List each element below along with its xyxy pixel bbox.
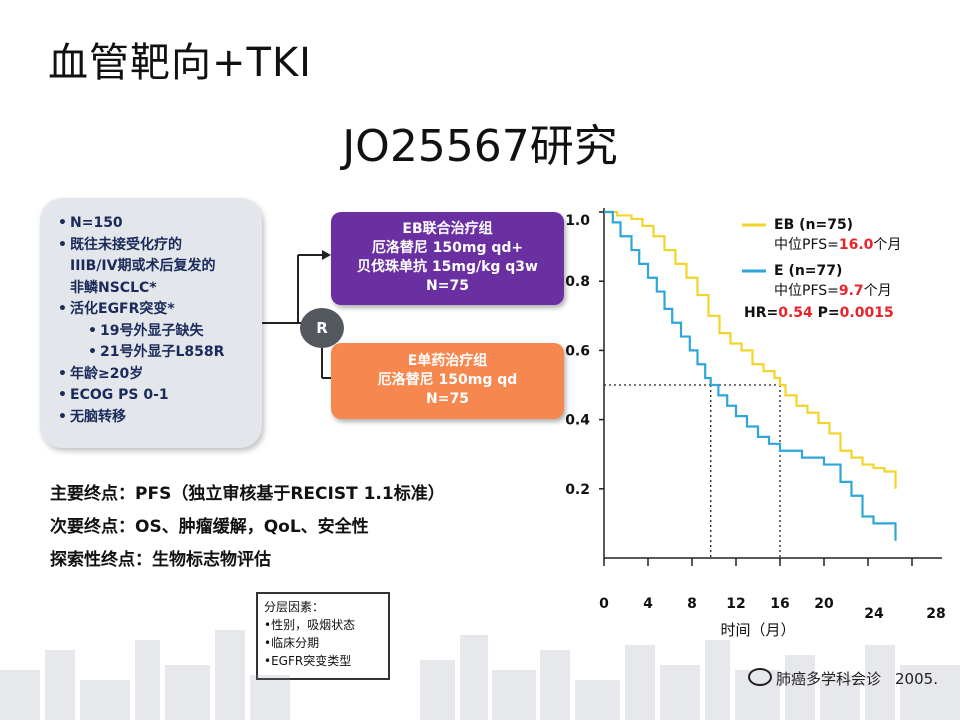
arm-eb-line: EB联合治疗组: [402, 221, 493, 237]
bullet-icon: •: [58, 387, 67, 403]
exploratory-endpoint: 探索性终点：生物标志物评估: [50, 550, 271, 570]
km-legend-part: HR=: [744, 305, 778, 321]
arm-e-line: 厄洛替尼 150mg qd: [377, 372, 518, 388]
km-y-tick-label: 0.6: [565, 343, 590, 359]
bullet-icon: •: [88, 344, 97, 360]
km-series-group: [604, 210, 897, 541]
primary-endpoint: 主要终点：PFS（独立审核基于RECIST 1.1标准）: [50, 484, 445, 504]
arm-eb-line: 贝伐珠单抗 15mg/kg q3w: [357, 259, 538, 275]
km-legend-part: 9.7: [839, 283, 864, 299]
arm-eb-line: N=75: [426, 278, 469, 294]
km-x-tick-label: 8: [687, 596, 697, 612]
criteria-text: N=150: [70, 215, 123, 231]
km-legend-e-median: 中位PFS=9.7个月: [774, 283, 892, 299]
km-x-tick-label: 20: [814, 596, 834, 612]
arm-eb-line: 厄洛替尼 150mg qd+: [371, 240, 524, 256]
stratification-item: •临床分期: [264, 636, 320, 650]
bullet-icon: •: [58, 301, 67, 317]
criteria-text: 年龄≥20岁: [70, 365, 144, 382]
study-title: JO25567研究: [342, 121, 618, 172]
km-x-tick-label: 12: [726, 596, 745, 612]
arm-e-box: E单药治疗组 厄洛替尼 150mg qd N=75: [331, 343, 564, 419]
km-tick-labels: 0 4 8 12 16 20 24 28 0.2 0.4 0.6 0.8 1.0: [565, 211, 946, 622]
km-legend-eb-label: EB (n=75): [774, 217, 853, 233]
arm-e-line: E单药治疗组: [407, 353, 488, 369]
criteria-text: 无脑转移: [70, 408, 126, 425]
km-legend-part: 个月: [873, 237, 901, 253]
criteria-item: 非鳞NSCLC*: [58, 279, 157, 298]
criteria-text: 既往未接受化疗的: [70, 236, 182, 253]
km-legend-part: 中位PFS=: [774, 283, 839, 299]
criteria-text: 19号外显子缺失: [100, 322, 204, 339]
km-legend-part: 0.0015: [840, 305, 894, 321]
km-y-tick-label: 0.8: [565, 274, 590, 290]
watermark-text: 肺癌多学科会诊: [776, 670, 882, 688]
km-x-tick-label: 0: [599, 596, 609, 612]
criteria-item: • 年龄≥20岁: [58, 365, 143, 384]
km-legend-part: 中位PFS=: [774, 237, 839, 253]
stratification-item: •EGFR突变类型: [264, 654, 352, 668]
criteria-item: IIIB/IV期或术后复发的: [58, 257, 215, 276]
km-legend-part: 16.0: [839, 237, 874, 253]
km-legend-hr: HR=0.54 P=0.0015: [744, 305, 894, 321]
bullet-icon: •: [58, 365, 67, 382]
km-series-eb-line: [604, 210, 897, 489]
eligibility-criteria-box: • N=150 • 既往未接受化疗的 IIIB/IV期或术后复发的 非鳞NSCLC* • 活化…: [40, 198, 262, 448]
criteria-item: • N=150: [58, 214, 123, 233]
stratification-box: 分层因素： •性别，吸烟状态 •临床分期 •EGFR突变类型: [256, 592, 390, 680]
criteria-text: 21号外显子L858R: [100, 344, 225, 360]
km-legend-part: EB (n=75): [774, 217, 853, 233]
criteria-item: • 19号外显子缺失: [88, 322, 203, 341]
citation-fragment: 2005.: [895, 670, 938, 688]
km-y-tick-label: 1.0: [565, 213, 590, 229]
km-series-e-line: [604, 210, 897, 541]
arm-e-line: N=75: [426, 391, 469, 407]
km-legend-part: 个月: [864, 283, 892, 299]
bullet-icon: •: [58, 215, 67, 231]
stratification-title: 分层因素：: [264, 600, 325, 614]
km-x-tick-label: 28: [926, 606, 945, 622]
slide-title: 血管靶向+TKI: [48, 40, 312, 86]
km-y-tick-label: 0.4: [565, 413, 590, 429]
km-axes: [603, 208, 942, 559]
criteria-item: • 无脑转移: [58, 408, 126, 427]
criteria-text: 非鳞NSCLC*: [70, 279, 157, 296]
km-legend-part: E (n=77): [774, 263, 842, 279]
bullet-icon: •: [58, 236, 67, 253]
km-x-axis-label: 时间（月）: [720, 621, 795, 639]
endpoints-block: 主要终点：PFS（独立审核基于RECIST 1.1标准） 次要终点：OS、肿瘤缓…: [50, 478, 445, 577]
criteria-text: IIIB/IV期或术后复发的: [70, 258, 216, 274]
bullet-icon: •: [88, 322, 97, 339]
randomization-badge: R: [300, 308, 344, 348]
criteria-item: • 21号外显子L858R: [88, 343, 224, 362]
criteria-item: • 活化EGFR突变*: [58, 300, 175, 319]
km-x-tick-label: 4: [643, 596, 653, 612]
km-median-lines: [604, 384, 781, 558]
criteria-text: 活化EGFR突变*: [70, 301, 175, 317]
criteria-item: • 既往未接受化疗的: [58, 236, 182, 255]
km-x-tick-label: 16: [770, 596, 789, 612]
km-x-tick-label: 24: [864, 606, 884, 622]
km-legend-eb-median: 中位PFS=16.0个月: [774, 237, 901, 253]
bullet-icon: •: [58, 408, 67, 425]
criteria-text: ECOG PS 0-1: [70, 387, 169, 403]
criteria-item: • ECOG PS 0-1: [58, 386, 169, 405]
arm-eb-box: EB联合治疗组 厄洛替尼 150mg qd+ 贝伐珠单抗 15mg/kg q3w…: [331, 212, 564, 305]
km-legend-part: 0.54: [778, 305, 813, 321]
km-chart: 0 4 8 12 16 20 24 28 0.2 0.4 0.6 0.8 1.0 时间（月） EB (n…: [565, 208, 946, 639]
wechat-icon: [748, 668, 772, 686]
km-legend-part: P=: [813, 305, 840, 321]
watermark: 肺癌多学科会诊 2005.: [748, 668, 938, 689]
stratification-item: •性别，吸烟状态: [264, 618, 356, 632]
arrow-head-eb-icon: [322, 250, 331, 260]
km-y-tick-label: 0.2: [565, 482, 590, 498]
km-legend-e-label: E (n=77): [774, 263, 842, 279]
secondary-endpoint: 次要终点：OS、肿瘤缓解，QoL、安全性: [50, 517, 369, 537]
